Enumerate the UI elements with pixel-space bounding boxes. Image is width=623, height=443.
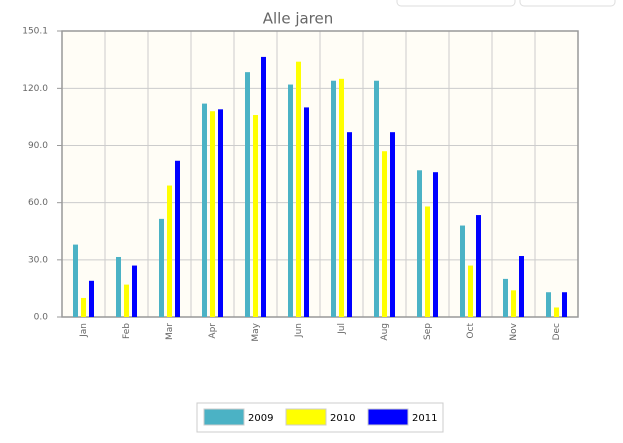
bar	[433, 172, 438, 317]
bar	[81, 297, 86, 317]
x-tick-label: Mar	[165, 323, 175, 340]
toolbar-button[interactable]	[519, 0, 616, 7]
y-tick-label: 150.1	[22, 27, 48, 37]
x-tick-label: Nov	[509, 322, 519, 340]
bar	[288, 84, 293, 317]
x-tick-label: Sep	[423, 323, 433, 340]
bar	[304, 107, 309, 317]
y-tick-label: 90.0	[28, 141, 48, 151]
bar	[218, 109, 223, 317]
bar	[132, 265, 137, 317]
bar	[347, 132, 352, 317]
bar	[417, 170, 422, 317]
bar	[339, 78, 344, 318]
y-tick-label: 30.0	[28, 255, 48, 265]
bar	[253, 115, 258, 317]
bar	[245, 72, 250, 318]
bar	[374, 80, 379, 318]
x-tick-label: Aug	[380, 323, 390, 341]
bar	[159, 218, 164, 317]
x-tick-label: Jun	[294, 323, 304, 338]
bar	[546, 292, 551, 317]
y-tick-label: 120.0	[22, 84, 48, 94]
bar	[331, 80, 336, 318]
bar	[210, 111, 215, 317]
bar	[73, 244, 78, 317]
bar	[390, 132, 395, 317]
bar	[503, 278, 508, 317]
x-tick-label: May	[251, 322, 261, 341]
x-tick-label: Apr	[208, 323, 218, 339]
y-tick-label: 60.0	[28, 198, 48, 208]
bar	[116, 256, 121, 317]
x-tick-label: Oct	[466, 323, 476, 339]
bar	[562, 292, 567, 317]
x-tick-label: Jul	[337, 323, 347, 335]
legend-swatch	[285, 408, 327, 426]
bar	[89, 280, 94, 317]
bar	[202, 103, 207, 317]
chart-title: Alle jaren	[263, 10, 334, 28]
legend-label: 2010	[330, 413, 355, 424]
bar	[261, 56, 266, 317]
bar	[296, 61, 301, 318]
bar	[425, 206, 430, 317]
x-tick-label: Feb	[122, 323, 132, 339]
legend-label: 2009	[248, 413, 273, 424]
bar	[519, 256, 524, 317]
toolbar-button[interactable]	[396, 0, 516, 7]
bar	[554, 307, 559, 317]
legend-label: 2011	[412, 413, 437, 424]
x-tick-label: Dec	[552, 323, 562, 340]
bar	[175, 160, 180, 317]
bar	[167, 185, 172, 317]
bar	[382, 151, 387, 317]
plot-border	[61, 30, 579, 318]
bar	[468, 265, 473, 317]
legend-swatch	[203, 408, 245, 426]
bar	[511, 290, 516, 317]
x-tick-label: Jan	[79, 323, 89, 338]
bar	[460, 225, 465, 317]
legend-swatch	[367, 408, 409, 426]
y-tick-label: 0.0	[34, 313, 49, 323]
bar	[124, 284, 129, 317]
bar	[476, 215, 481, 317]
